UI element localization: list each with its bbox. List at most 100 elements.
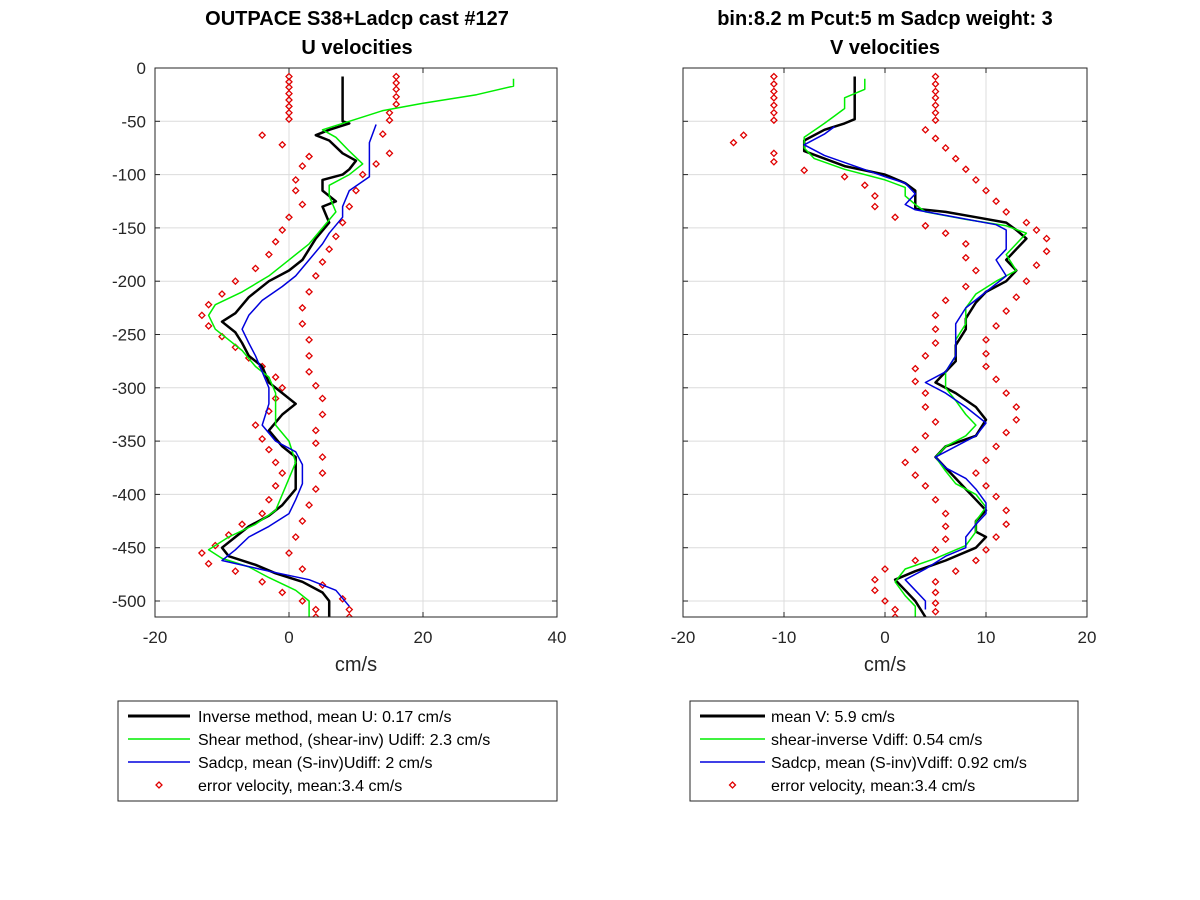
v-error-velocity-marker — [769, 116, 778, 125]
u-error-velocity-marker — [271, 373, 280, 382]
u-error-velocity-marker — [358, 170, 367, 179]
u-legend: Inverse method, mean U: 0.17 cm/s Shear m… — [117, 700, 558, 802]
u-chart-title: OUTPACE S38+Ladcp cast #127 — [205, 8, 509, 30]
u-error-velocity-marker — [305, 351, 314, 360]
u-legend-box — [117, 700, 558, 802]
v-error-velocity-marker — [1002, 207, 1011, 216]
u-inverse-line — [220, 76, 358, 617]
v-error-velocity-marker — [931, 101, 940, 110]
v-error-velocity-marker — [769, 101, 778, 110]
u-error-velocity-marker — [271, 237, 280, 246]
u-error-velocity-marker — [298, 597, 307, 605]
u-y-tick-label: -350 — [112, 432, 146, 451]
u-error-velocity-marker — [338, 218, 347, 227]
v-chart-subtitle: V velocities — [830, 37, 940, 59]
u-legend-entry: Sadcp, mean (S-inv)Udiff: 2 cm/s — [198, 755, 432, 772]
v-error-velocity-marker — [982, 545, 990, 554]
u-y-tick-label: -300 — [112, 379, 146, 398]
v-error-velocity-marker — [931, 599, 940, 608]
v-error-velocity-marker — [769, 80, 778, 88]
v-error-velocity-marker — [931, 607, 940, 616]
u-error-velocity-marker — [258, 509, 267, 518]
v-error-velocity-marker — [982, 362, 990, 371]
u-y-tick-label: -250 — [112, 326, 146, 345]
v-error-velocity-marker — [911, 471, 920, 480]
u-error-velocity-marker — [258, 131, 267, 140]
u-error-velocity-marker — [318, 410, 327, 419]
u-x-tick-label: -20 — [143, 628, 168, 647]
v-error-velocity-marker — [931, 80, 940, 88]
u-error-velocity-marker — [264, 445, 273, 454]
v-error-velocity-marker — [911, 364, 920, 373]
u-error-velocity-marker — [385, 116, 394, 125]
v-legend-entry: Sadcp, mean (S-inv)Vdiff: 0.92 cm/s — [771, 755, 1027, 772]
v-error-velocity-marker — [1042, 234, 1051, 243]
v-error-velocity-marker — [961, 239, 970, 248]
u-error-velocity-marker — [318, 258, 327, 266]
u-error-velocity-marker — [305, 501, 314, 509]
u-error-velocity-marker — [311, 485, 320, 493]
u-error-velocity-marker — [197, 311, 206, 320]
v-error-velocity-marker — [921, 125, 930, 134]
u-error-velocity-marker — [345, 605, 354, 614]
v-error-velocity-marker — [729, 138, 738, 147]
u-error-velocity-marker — [311, 613, 320, 617]
v-error-velocity-marker — [971, 176, 980, 184]
v-error-velocity-marker — [931, 325, 940, 334]
v-error-velocity-marker — [769, 157, 778, 166]
v-legend-marker — [728, 781, 737, 789]
v-error-velocity-marker — [982, 186, 990, 195]
v-error-velocity-marker — [992, 533, 1001, 541]
u-error-velocity-marker — [318, 394, 327, 403]
v-error-velocity-marker — [921, 221, 930, 230]
v-series-group — [729, 72, 1051, 617]
v-error-velocity-marker — [931, 108, 940, 117]
u-velocity-panel: OUTPACE S38+Ladcp cast #127 U velocities… — [112, 8, 566, 802]
v-error-velocity-marker — [1002, 389, 1011, 398]
v-error-velocity-marker — [961, 165, 970, 174]
v-x-tick-label: 0 — [880, 628, 889, 647]
v-error-velocity-marker — [982, 335, 990, 344]
u-y-tick-label: -400 — [112, 485, 146, 504]
v-error-velocity-marker — [870, 586, 879, 595]
v-error-velocity-marker — [1002, 520, 1011, 529]
v-error-velocity-marker — [891, 213, 900, 222]
u-legend-marker — [155, 781, 163, 789]
v-x-tick-label: -20 — [671, 628, 696, 647]
u-error-velocity-marker — [298, 303, 307, 312]
v-chart-title: bin:8.2 m Pcut:5 m Sadcp weight: 3 — [717, 8, 1053, 30]
v-error-velocity-marker — [769, 108, 778, 117]
v-error-velocity-marker — [891, 605, 900, 614]
v-error-velocity-marker — [982, 456, 990, 465]
v-error-velocity-marker — [840, 172, 849, 181]
v-error-velocity-marker — [739, 131, 748, 140]
u-error-velocity-marker — [298, 200, 307, 209]
u-y-tick-label: 0 — [137, 59, 146, 78]
u-y-tick-label: -100 — [112, 166, 146, 185]
v-error-velocity-marker — [931, 311, 940, 320]
v-error-velocity-marker — [982, 349, 990, 358]
u-error-velocity-marker — [298, 162, 307, 170]
u-error-velocity-marker — [231, 567, 240, 576]
u-sadcp-line — [221, 124, 377, 607]
u-series-group — [197, 72, 515, 617]
v-error-velocity-marker — [931, 134, 940, 143]
v-error-velocity-marker — [800, 166, 809, 175]
v-error-velocity-marker — [1032, 261, 1041, 270]
u-shear-line — [207, 78, 515, 617]
v-error-velocity-marker — [931, 577, 940, 586]
u-error-velocity-marker — [218, 290, 226, 298]
v-error-velocity-marker — [992, 375, 1001, 384]
v-error-velocity-marker — [921, 403, 930, 411]
u-error-velocity-marker — [285, 115, 293, 124]
v-error-velocity-marker — [1032, 226, 1041, 234]
u-error-velocity-marker — [311, 605, 320, 614]
u-error-velocity-marker — [238, 520, 247, 529]
u-y-tick-label: -500 — [112, 592, 146, 611]
v-error-velocity-marker — [921, 481, 930, 490]
u-error-velocity-marker — [311, 439, 320, 448]
v-error-velocity-marker — [870, 202, 879, 211]
v-error-velocity-marker — [881, 565, 889, 573]
u-error-velocity-marker — [264, 250, 273, 259]
